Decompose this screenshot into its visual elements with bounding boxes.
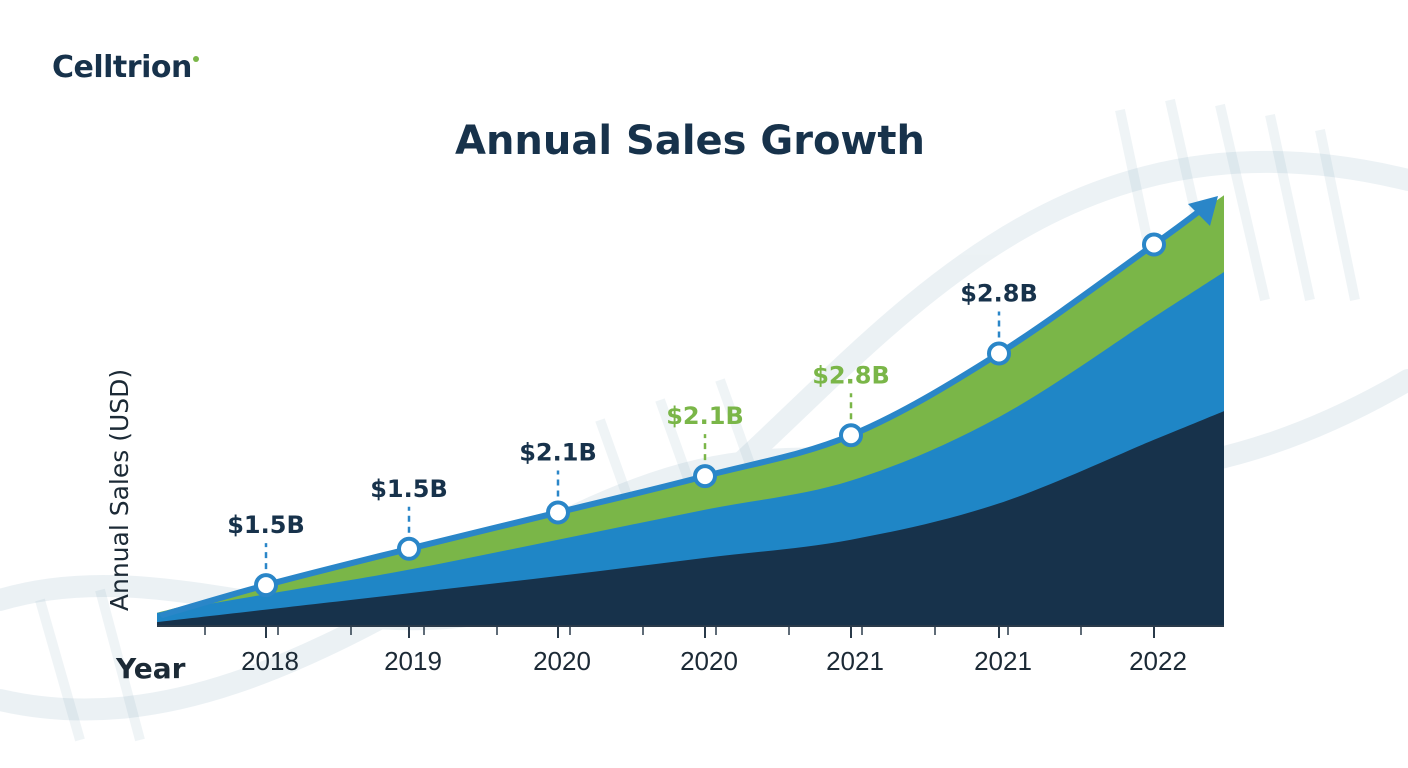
logo-dot [192, 56, 199, 62]
data-label: $2.1B [519, 438, 597, 466]
data-label: $2.8B [812, 361, 890, 389]
x-axis-title: Year [115, 652, 186, 685]
data-label: $1.5B [227, 511, 305, 539]
x-tick-label: 2020 [533, 646, 591, 676]
x-tick-label: 2018 [241, 646, 299, 676]
data-point-marker [546, 500, 570, 525]
x-tick-label: 2019 [384, 646, 442, 676]
brand-name: Celltrion [52, 50, 192, 85]
trend-arrow-head [1188, 196, 1218, 226]
brand-logo: Celltrion [52, 50, 199, 85]
data-label: $2.8B [960, 280, 1038, 308]
x-tick-label: 2021 [826, 646, 884, 676]
x-tick-label: 2022 [1129, 646, 1187, 676]
x-tick-label: 2020 [680, 646, 738, 676]
data-point-marker [397, 536, 421, 561]
data-point-marker [1142, 232, 1166, 257]
x-tick-label: 2021 [974, 646, 1032, 676]
data-point-marker [839, 423, 863, 448]
area-navy-layer [157, 411, 1224, 626]
data-point-marker [254, 573, 278, 598]
data-point-marker [693, 464, 717, 489]
data-label: $2.1B [666, 402, 744, 430]
chart-title: Annual Sales Growth [455, 118, 925, 164]
data-point-marker [987, 341, 1011, 366]
data-label: $1.5B [370, 475, 448, 503]
y-axis-title: Annual Sales (USD) [105, 369, 134, 611]
